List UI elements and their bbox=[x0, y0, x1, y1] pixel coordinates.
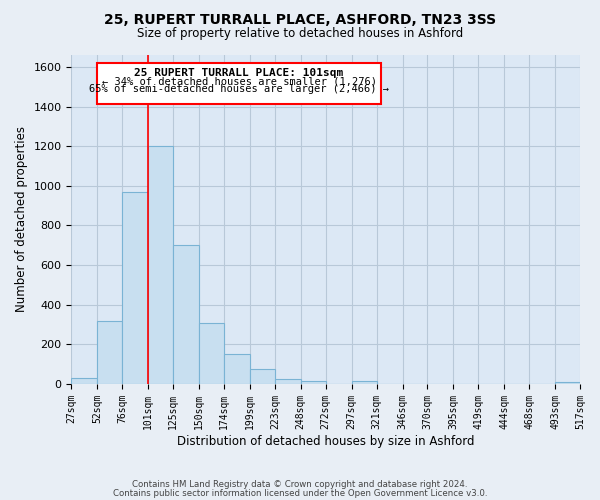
Bar bbox=[173, 245, 199, 384]
X-axis label: Distribution of detached houses by size in Ashford: Distribution of detached houses by size … bbox=[177, 434, 475, 448]
Text: 25, RUPERT TURRALL PLACE, ASHFORD, TN23 3SS: 25, RUPERT TURRALL PLACE, ASHFORD, TN23 … bbox=[104, 12, 496, 26]
Bar bbox=[122, 192, 148, 384]
Bar bbox=[250, 369, 275, 384]
Bar bbox=[97, 320, 122, 384]
Text: 25 RUPERT TURRALL PLACE: 101sqm: 25 RUPERT TURRALL PLACE: 101sqm bbox=[134, 68, 344, 78]
Y-axis label: Number of detached properties: Number of detached properties bbox=[15, 126, 28, 312]
Bar bbox=[275, 379, 301, 384]
Text: Size of property relative to detached houses in Ashford: Size of property relative to detached ho… bbox=[137, 28, 463, 40]
Bar bbox=[352, 381, 377, 384]
Text: Contains HM Land Registry data © Crown copyright and database right 2024.: Contains HM Land Registry data © Crown c… bbox=[132, 480, 468, 489]
Bar bbox=[301, 381, 326, 384]
Text: 65% of semi-detached houses are larger (2,466) →: 65% of semi-detached houses are larger (… bbox=[89, 84, 389, 94]
FancyBboxPatch shape bbox=[97, 63, 381, 104]
Bar bbox=[71, 378, 97, 384]
Bar bbox=[148, 146, 173, 384]
Bar bbox=[199, 322, 224, 384]
Bar bbox=[224, 354, 250, 384]
Bar bbox=[555, 382, 580, 384]
Text: ← 34% of detached houses are smaller (1,276): ← 34% of detached houses are smaller (1,… bbox=[101, 76, 377, 86]
Text: Contains public sector information licensed under the Open Government Licence v3: Contains public sector information licen… bbox=[113, 488, 487, 498]
